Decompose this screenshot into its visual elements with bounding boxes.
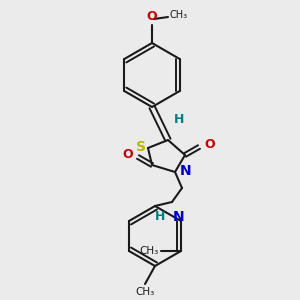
Text: CH₃: CH₃ [135, 287, 154, 297]
Text: N: N [180, 164, 192, 178]
Text: O: O [147, 10, 157, 23]
Text: H: H [174, 113, 184, 126]
Text: CH₃: CH₃ [170, 10, 188, 20]
Text: O: O [122, 148, 133, 161]
Text: H: H [155, 210, 165, 223]
Text: N: N [173, 210, 184, 224]
Text: O: O [204, 139, 214, 152]
Text: CH₃: CH₃ [140, 246, 159, 256]
Text: S: S [136, 140, 146, 154]
